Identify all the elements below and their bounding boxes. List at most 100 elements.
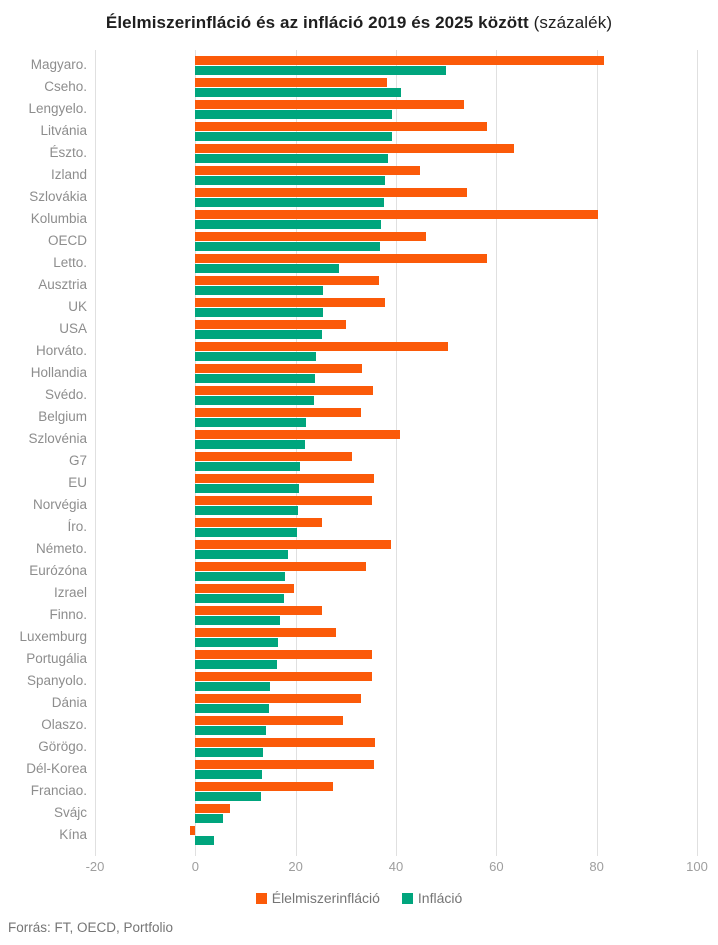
chart-row (95, 296, 697, 318)
chart-row (95, 230, 697, 252)
bar-inflation (195, 660, 278, 669)
gridline (496, 50, 498, 856)
category-label: Íro. (67, 519, 87, 534)
bar-inflation (195, 462, 301, 471)
chart-row (95, 450, 697, 472)
x-tick-label: 20 (288, 859, 303, 874)
bar-food-inflation (195, 320, 347, 329)
bar-inflation (195, 220, 381, 229)
chart-row (95, 384, 697, 406)
chart-row (95, 560, 697, 582)
bar-inflation (195, 396, 315, 405)
bar-food-inflation (195, 760, 374, 769)
bar-food-inflation (195, 518, 323, 527)
legend-swatch-icon (255, 892, 267, 904)
chart-row (95, 472, 697, 494)
chart-row (95, 142, 697, 164)
bar-inflation (195, 572, 285, 581)
bar-food-inflation (195, 452, 353, 461)
x-axis: -20 0 20 40 60 80 100 (86, 859, 708, 877)
chart-row (95, 318, 697, 340)
category-label: Izrael (53, 585, 87, 600)
bar-inflation (195, 132, 392, 141)
bar-inflation (195, 770, 263, 779)
legend-swatch-icon (401, 892, 413, 904)
bar-inflation (195, 594, 285, 603)
bar-inflation (195, 726, 267, 735)
bar-food-inflation (195, 188, 468, 197)
category-label: Svájc (53, 805, 87, 820)
bar-food-inflation (195, 430, 400, 439)
chart-title-main: Élelmiszerinfláció és az infláció 2019 é… (105, 13, 529, 32)
bar-food-inflation (195, 408, 362, 417)
category-label: Németo. (35, 541, 87, 556)
category-label: Olaszo. (41, 717, 87, 732)
bar-food-inflation (195, 562, 366, 571)
bar-food-inflation (195, 496, 373, 505)
chart-row (95, 362, 697, 384)
category-label: Kolumbia (30, 211, 87, 226)
category-label: EU (68, 475, 87, 490)
bar-food-inflation (195, 694, 362, 703)
x-tick-label: 100 (686, 859, 708, 874)
category-label: G7 (68, 453, 87, 468)
chart-row (95, 406, 697, 428)
bar-inflation (195, 748, 264, 757)
chart-row (95, 538, 697, 560)
category-label: Dánia (51, 695, 87, 710)
legend-item: Infláció (401, 890, 462, 906)
gridline (95, 50, 96, 856)
category-label: Szlovénia (28, 431, 87, 446)
bar-inflation (195, 330, 322, 339)
bar-inflation (195, 264, 340, 273)
chart-row (95, 648, 697, 670)
category-label: Kína (59, 827, 87, 842)
bar-food-inflation (195, 56, 605, 65)
bar-food-inflation (195, 232, 427, 241)
bar-food-inflation (195, 166, 421, 175)
bar-food-inflation (195, 672, 373, 681)
category-label: Franciao. (30, 783, 87, 798)
chart-row (95, 274, 697, 296)
legend-label: Élelmiszerinfláció (271, 890, 380, 906)
chart-row (95, 428, 697, 450)
category-label: Norvégia (32, 497, 87, 512)
gridline (396, 50, 397, 856)
bar-food-inflation (195, 210, 599, 219)
bar-food-inflation (195, 716, 343, 725)
chart-row (95, 692, 697, 714)
bar-food-inflation (195, 804, 231, 813)
bar-inflation (195, 528, 298, 537)
bar-food-inflation (195, 540, 391, 549)
chart-row (95, 54, 697, 76)
chart-row (95, 76, 697, 98)
bar-inflation (195, 616, 281, 625)
category-label: Horváto. (35, 343, 87, 358)
chart-row (95, 340, 697, 362)
category-label: Görögo. (38, 739, 87, 754)
category-label: Portugália (26, 651, 87, 666)
chart-row (95, 252, 697, 274)
bar-inflation (195, 286, 324, 295)
bar-food-inflation (195, 78, 388, 87)
bar-inflation (195, 352, 316, 361)
category-label: Szlovákia (29, 189, 87, 204)
chart-row (95, 736, 697, 758)
category-label: Svédo. (44, 387, 87, 402)
x-tick-label: 40 (388, 859, 404, 874)
category-label: Eurózóna (29, 563, 87, 578)
category-label: Ausztria (38, 277, 87, 292)
bar-food-inflation (195, 584, 295, 593)
gridline (596, 50, 598, 856)
chart-row (95, 494, 697, 516)
bar-inflation (195, 242, 380, 251)
bar-inflation (195, 814, 223, 823)
category-label: Cseho. (44, 79, 87, 94)
bar-inflation (195, 66, 447, 75)
chart-row (95, 164, 697, 186)
chart-row (95, 802, 697, 824)
category-label: Belgium (38, 409, 87, 424)
category-label: Izland (50, 167, 87, 182)
chart-row (95, 120, 697, 142)
